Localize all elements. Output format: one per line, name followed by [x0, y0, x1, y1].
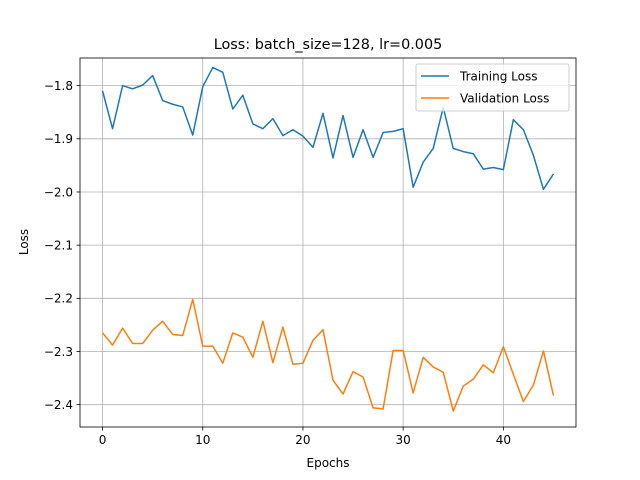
y-tick-label: −1.9 — [44, 132, 73, 146]
y-tick-label: −1.8 — [44, 79, 73, 93]
chart-title: Loss: batch_size=128, lr=0.005 — [214, 37, 443, 53]
x-tick-label: 10 — [195, 433, 210, 447]
x-tick-label: 0 — [99, 433, 107, 447]
training-loss-line — [101, 66, 555, 191]
legend: Training Loss Validation Loss — [415, 63, 570, 112]
legend-box — [415, 63, 570, 112]
plot-frame — [79, 57, 577, 428]
legend-label-training-loss: Training Loss — [459, 69, 537, 83]
x-tick-label: 40 — [496, 433, 511, 447]
x-tick-label: 30 — [396, 433, 411, 447]
y-axis-ticks: −2.4 −2.3 −2.2 −2.1 −2.0 −1.9 −1.8 — [44, 79, 80, 412]
plot-area — [80, 58, 576, 427]
y-tick-label: −2.1 — [44, 238, 73, 252]
x-tick-label: 20 — [295, 433, 310, 447]
y-tick-label: −2.4 — [44, 398, 73, 412]
legend-label-validation-loss: Validation Loss — [460, 91, 549, 105]
y-tick-label: −2.2 — [44, 292, 73, 306]
y-tick-label: −2.0 — [44, 185, 73, 199]
x-axis-label: Epochs — [307, 456, 350, 470]
y-tick-label: −2.3 — [44, 345, 73, 359]
y-axis-label: Loss — [17, 229, 31, 255]
series-lines — [101, 66, 555, 412]
validation-loss-line — [101, 298, 555, 412]
x-axis-ticks: 0 10 20 30 40 — [99, 427, 511, 447]
